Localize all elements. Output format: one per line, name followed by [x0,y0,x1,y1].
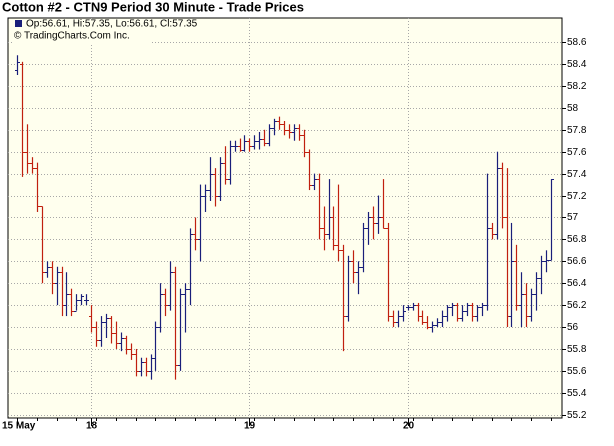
legend-text: Op:56.61, Hi:57.35, Lo:56.61, Cl:57.35 [26,19,198,30]
x-tick-label: 15 May [2,421,36,432]
y-tick-label: 55.6 [567,366,587,377]
y-tick-label: 57 [567,212,579,223]
x-tick-label: 20 [403,421,415,432]
y-tick-label: 55.4 [567,388,587,399]
y-tick-label: 57.8 [567,125,587,136]
source: © TradingCharts.Com Inc. [14,31,130,42]
y-tick-label: 57.4 [567,169,587,180]
x-tick-label: 19 [244,421,256,432]
y-tick-label: 57.2 [567,191,587,202]
y-tick-label: 55.8 [567,344,587,355]
y-tick-label: 57.6 [567,147,587,158]
y-tick-label: 56 [567,322,579,333]
bars [15,55,554,380]
y-tick-label: 56.6 [567,256,587,267]
y-tick-label: 58.2 [567,81,587,92]
chart-title: Cotton #2 - CTN9 Period 30 Minute - Trad… [2,0,304,14]
legend-box [12,21,152,45]
y-tick-label: 58.6 [567,37,587,48]
y-tick-label: 56.4 [567,278,587,289]
y-tick-label: 56.2 [567,300,587,311]
y-tick-label: 55.2 [567,410,587,421]
x-tick-label: 18 [86,421,98,432]
y-tick-label: 56.8 [567,234,587,245]
y-tick-label: 58 [567,103,579,114]
legend-swatch [15,20,22,27]
y-tick-label: 58.4 [567,59,587,70]
